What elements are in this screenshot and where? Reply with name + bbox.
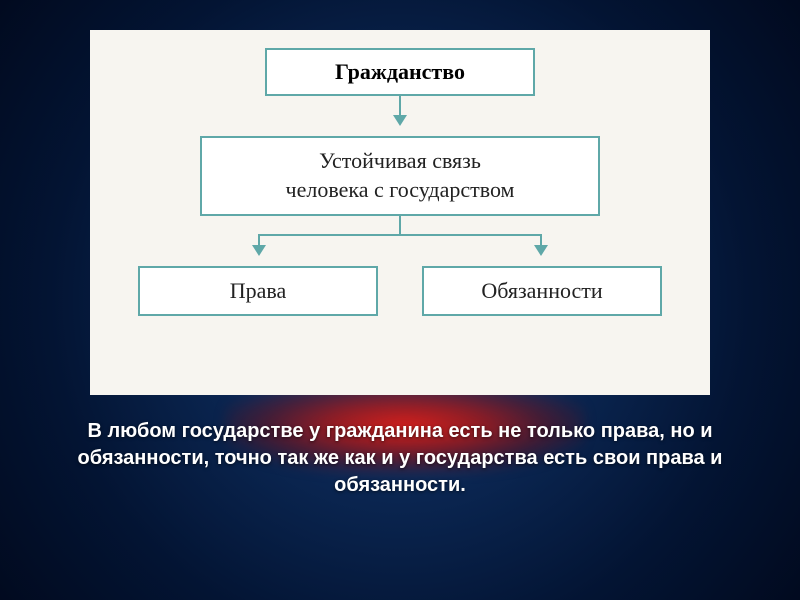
node-citizenship: Гражданство xyxy=(265,48,535,96)
node-rights: Права xyxy=(138,266,378,316)
node-duties: Обязанности xyxy=(422,266,662,316)
bottom-row: Права Обязанности xyxy=(120,266,680,316)
node-definition-line2: человека с государством xyxy=(286,176,515,205)
arrow-top-to-middle xyxy=(120,96,680,136)
node-duties-label: Обязанности xyxy=(481,278,602,304)
node-citizenship-label: Гражданство xyxy=(335,59,465,85)
node-definition-line1: Устойчивая связь xyxy=(319,147,481,176)
node-definition: Устойчивая связь человека с государством xyxy=(200,136,600,216)
flowchart-card: Гражданство Устойчивая связь человека с … xyxy=(90,30,710,395)
caption-text: В любом государстве у гражданина есть не… xyxy=(55,418,745,499)
arrow-split xyxy=(120,216,680,266)
node-rights-label: Права xyxy=(230,278,287,304)
